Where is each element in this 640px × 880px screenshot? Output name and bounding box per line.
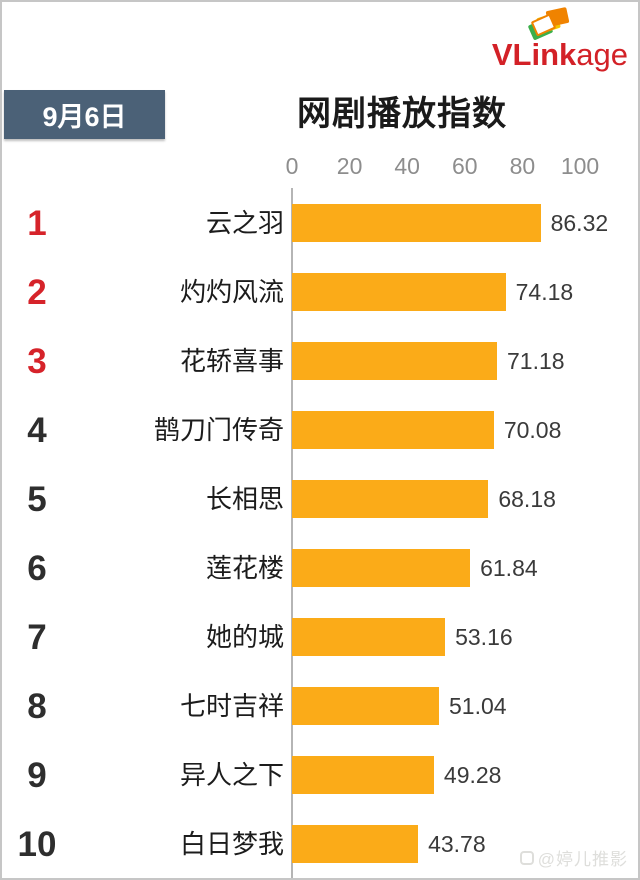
x-tick-label: 20: [336, 153, 363, 179]
logo-text-light: age: [576, 37, 628, 72]
rank-number: 8: [27, 687, 47, 726]
bar-row: 4 鹊刀门传奇 70.08: [2, 396, 638, 465]
vlinkage-logo: VLinkage: [468, 6, 628, 70]
show-title-label: 花轿喜事: [179, 346, 284, 376]
bar-row: 6 莲花楼 61.84: [2, 534, 638, 603]
value-label: 68.18: [498, 486, 556, 512]
bar-row: 1 云之羽 86.32: [2, 189, 638, 258]
rank-number: 1: [27, 204, 47, 243]
index-bar: [292, 273, 506, 311]
index-bar: [292, 411, 494, 449]
bar-row: 9 异人之下 49.28: [2, 741, 638, 810]
bar-row: 8 七时吉祥 51.04: [2, 672, 638, 741]
watermark: @婷儿推影: [519, 845, 628, 870]
show-title-label: 鹊刀门传奇: [153, 415, 284, 445]
logo-text: VLinkage: [492, 39, 628, 70]
show-title-label: 白日梦我: [179, 829, 284, 859]
show-title-label: 灼灼风流: [179, 277, 284, 307]
x-axis-ticks: 0 20 40 60 80 100: [2, 152, 638, 180]
index-bar: [292, 825, 419, 863]
x-tick-label: 80: [509, 153, 536, 179]
show-title-label: 她的城: [205, 622, 284, 652]
logo-text-bold: VLink: [491, 37, 577, 72]
show-title-label: 云之羽: [205, 208, 284, 238]
x-tick-label: 0: [285, 153, 299, 179]
rank-number: 7: [27, 618, 47, 657]
rank-number: 5: [27, 480, 47, 519]
bar-row: 2 灼灼风流 74.18: [2, 258, 638, 327]
value-label: 51.04: [448, 693, 507, 719]
value-label: 49.28: [443, 762, 502, 788]
bar-row: 10 白日梦我 43.78: [2, 810, 638, 878]
y-axis-line: [291, 188, 293, 878]
rank-number: 2: [27, 273, 47, 312]
index-bar: [292, 342, 497, 380]
bar-row: 3 花轿喜事 71.18: [2, 327, 638, 396]
chart-title: 网剧播放指数: [297, 95, 507, 133]
rank-number: 3: [27, 342, 47, 381]
x-tick-label: 100: [560, 153, 600, 179]
value-label: 86.32: [550, 210, 609, 236]
value-label: 71.18: [506, 348, 565, 374]
watermark-text: @婷儿推影: [537, 850, 628, 869]
date-badge: 9月6日: [4, 90, 165, 139]
index-bar: [292, 687, 439, 725]
value-label: 53.16: [455, 624, 513, 650]
rank-number: 10: [17, 825, 57, 864]
value-label: 70.08: [503, 417, 562, 443]
index-bar: [292, 480, 489, 518]
show-title-label: 莲花楼: [205, 553, 284, 583]
show-title-label: 七时吉祥: [179, 691, 284, 721]
rank-number: 9: [27, 756, 47, 795]
rank-number: 4: [27, 411, 47, 450]
index-bar: [292, 618, 446, 656]
bar-row: 5 长相思 68.18: [2, 465, 638, 534]
value-label: 74.18: [515, 279, 574, 305]
rank-number: 6: [27, 549, 47, 588]
bar-row: 7 她的城 53.16: [2, 603, 638, 672]
index-bar: [292, 204, 541, 242]
index-bar: [292, 756, 434, 794]
value-label: 43.78: [428, 831, 486, 857]
watermark-logo-icon: [519, 850, 534, 865]
show-title-label: 长相思: [205, 484, 284, 514]
index-bar: [292, 549, 471, 587]
x-tick-label: 40: [394, 153, 420, 179]
value-label: 61.84: [480, 555, 538, 581]
x-tick-label: 60: [452, 153, 478, 179]
show-title-label: 异人之下: [179, 760, 284, 790]
